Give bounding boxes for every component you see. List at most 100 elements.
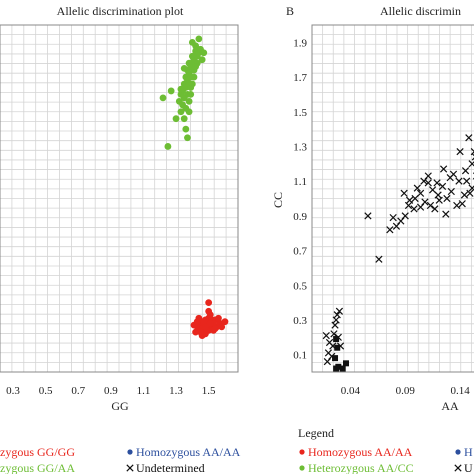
data-point-x xyxy=(455,177,463,185)
panel-b-legend: Legend Homozygous AA/AA H Heterozygous AA/… xyxy=(298,426,473,474)
data-point-x xyxy=(400,189,408,197)
data-point-x xyxy=(447,187,455,196)
panel-b: B Allelic discrimin 0.04 0.09 0.14 0.10.30… xyxy=(271,4,474,413)
data-point-x xyxy=(426,201,435,210)
legend-label: U xyxy=(464,461,473,474)
data-point xyxy=(192,63,200,71)
data-point-x xyxy=(325,338,334,347)
x-tick-label: 1.5 xyxy=(202,385,216,397)
y-tick-label: 0.5 xyxy=(293,280,307,292)
legend-title: Legend xyxy=(298,426,334,440)
data-point xyxy=(184,134,191,142)
data-point xyxy=(215,314,222,322)
legend-item: zygous GG/AA xyxy=(0,461,75,474)
legend-label: zygous GG/AA xyxy=(0,461,75,474)
y-tick-label: 1.5 xyxy=(293,107,307,119)
panel-b-y-axis-label: CC xyxy=(271,192,285,208)
data-point-x xyxy=(446,174,454,182)
x-tick-label: 0.7 xyxy=(71,385,85,397)
data-point-x xyxy=(466,189,474,197)
data-point xyxy=(198,56,206,64)
data-point xyxy=(182,125,190,133)
legend-item: zygous GG/GG xyxy=(0,445,75,459)
legend-label: Heterozygous AA/CC xyxy=(308,461,414,474)
legend-label: Homozygous AA/AA xyxy=(308,445,413,459)
x-tick-label: 0.04 xyxy=(341,385,361,397)
legend-marker xyxy=(455,449,461,455)
data-point-x xyxy=(330,330,338,338)
data-point xyxy=(167,87,175,95)
data-point xyxy=(159,94,167,102)
y-tick-label: 0.3 xyxy=(293,315,307,327)
data-point xyxy=(221,318,229,326)
data-point-x xyxy=(431,205,439,213)
data-point-square xyxy=(333,336,340,343)
y-tick-label: 1.9 xyxy=(293,37,307,49)
y-tick-label: 0.1 xyxy=(293,350,307,362)
data-point-x xyxy=(470,148,474,156)
panel-b-title: Allelic discrimin xyxy=(380,4,461,18)
data-point-square xyxy=(334,344,341,351)
panel-a-x-axis-label: GG xyxy=(111,399,129,413)
data-point xyxy=(177,108,185,116)
data-point xyxy=(188,38,196,46)
x-tick-label: 0.3 xyxy=(6,385,20,397)
data-point-x xyxy=(392,222,401,230)
x-tick-label: 0.9 xyxy=(104,385,118,397)
data-point xyxy=(195,35,203,43)
data-point-x xyxy=(468,184,474,192)
y-tick-label: 1.3 xyxy=(293,141,307,153)
x-tick-label: 1.3 xyxy=(169,385,183,397)
data-point-x xyxy=(443,194,451,203)
legend-item: Undetermined xyxy=(126,461,205,474)
data-point xyxy=(200,49,208,57)
data-point-square xyxy=(333,365,340,372)
data-point-square xyxy=(339,365,346,372)
data-point xyxy=(193,318,201,326)
x-tick-label: 1.1 xyxy=(137,385,151,397)
data-point xyxy=(188,80,196,88)
data-point-x xyxy=(429,186,437,194)
legend-marker xyxy=(299,465,305,471)
data-point-x xyxy=(335,307,344,315)
panel-a-points xyxy=(159,35,229,339)
data-point-x xyxy=(404,201,413,210)
data-point-x xyxy=(461,167,470,175)
data-point xyxy=(172,115,180,123)
data-point-x xyxy=(332,316,340,324)
data-point xyxy=(185,97,193,105)
y-tick-label: 0.7 xyxy=(293,246,307,258)
legend-marker xyxy=(127,449,133,455)
data-point-x xyxy=(468,160,474,168)
data-point-x xyxy=(322,331,330,340)
data-point xyxy=(197,328,204,336)
data-point-x xyxy=(389,213,397,222)
legend-label: zygous GG/GG xyxy=(0,445,75,459)
data-point-x xyxy=(416,203,425,211)
data-point xyxy=(200,318,208,326)
data-point xyxy=(192,328,200,336)
panel-b-points xyxy=(322,134,474,372)
legend-label: H xyxy=(464,445,473,459)
data-point-x xyxy=(438,182,447,190)
legend-label: Undetermined xyxy=(136,461,205,474)
panel-b-plot-border xyxy=(311,24,474,373)
data-point-x xyxy=(453,201,461,210)
data-point-x xyxy=(463,177,471,185)
panel-b-y-ticks: 0.1 0.3 0.5 0.7 0.9 1.1 1.3 1.5 1.7 1.9 xyxy=(293,37,307,361)
data-point-x xyxy=(435,196,443,204)
data-point xyxy=(187,91,195,98)
y-tick-label: 0.9 xyxy=(293,211,307,223)
data-point-x xyxy=(375,255,383,263)
legend-marker xyxy=(299,449,305,455)
panel-b-grid xyxy=(312,25,474,372)
y-tick-label: 1.1 xyxy=(293,176,307,188)
panel-a: Allelic discrimination plot 0.3 0.5 0.7 0.9… xyxy=(0,4,239,413)
data-point xyxy=(185,108,193,116)
data-point-x xyxy=(386,226,394,234)
data-point-x xyxy=(465,134,473,142)
legend-item: Heterozygous AA/CC xyxy=(299,461,414,474)
legend-item: U xyxy=(454,461,473,474)
data-point-x xyxy=(471,153,474,161)
data-point-square xyxy=(332,355,339,362)
